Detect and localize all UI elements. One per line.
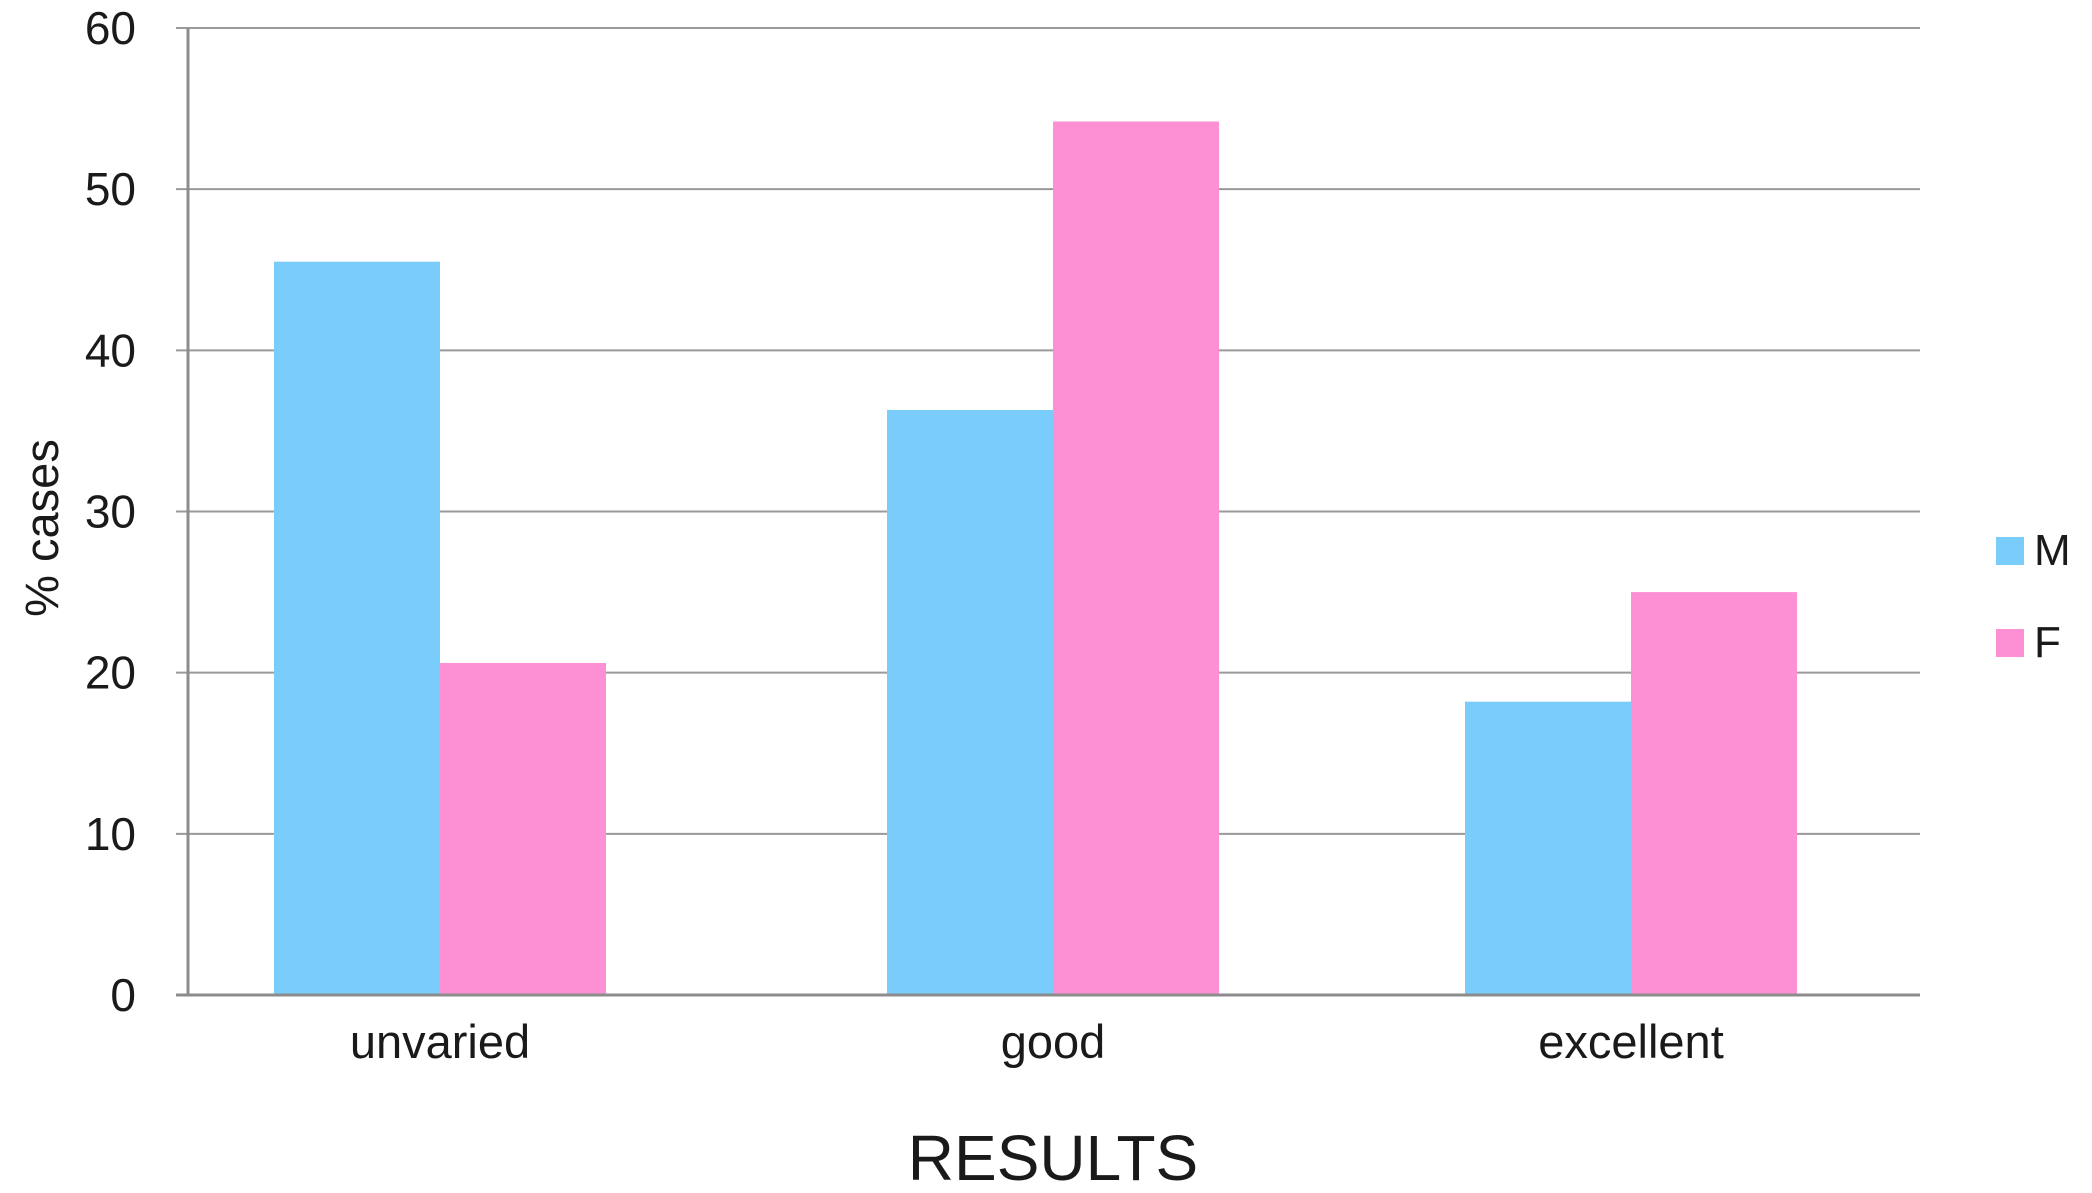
- y-tick-label: 60: [85, 2, 136, 54]
- y-tick-label: 30: [85, 486, 136, 538]
- x-category-label: good: [1001, 1015, 1106, 1068]
- x-axis-title: RESULTS: [908, 1122, 1198, 1188]
- bar-m-excellent: [1465, 701, 1631, 995]
- y-tick-label: 10: [85, 808, 136, 860]
- x-category-label: unvaried: [350, 1015, 530, 1068]
- y-axis-title: % cases: [15, 439, 68, 617]
- legend-label-f: F: [2034, 618, 2061, 667]
- x-category-label: excellent: [1538, 1015, 1724, 1068]
- legend: MF: [1996, 526, 2071, 667]
- x-category-labels: unvaried good excellent: [350, 1015, 1724, 1068]
- bars: [274, 121, 1797, 996]
- bar-f-excellent: [1631, 592, 1797, 995]
- bar-f-good: [1053, 121, 1219, 995]
- y-tick-label: 40: [85, 324, 136, 376]
- bar-m-unvaried: [274, 261, 440, 996]
- legend-label-m: M: [2034, 526, 2071, 575]
- y-tick-label: 50: [85, 163, 136, 215]
- bar-m-good: [887, 409, 1053, 996]
- bar-f-unvaried: [440, 662, 606, 995]
- legend-swatch-m: [1996, 537, 2024, 565]
- y-tick-label: 20: [85, 647, 136, 699]
- y-tick-label: 0: [110, 969, 136, 1021]
- legend-swatch-f: [1996, 629, 2024, 657]
- y-tick-labels: 0 10 20 30 40 50 60: [85, 2, 136, 1021]
- axes: [176, 28, 1920, 997]
